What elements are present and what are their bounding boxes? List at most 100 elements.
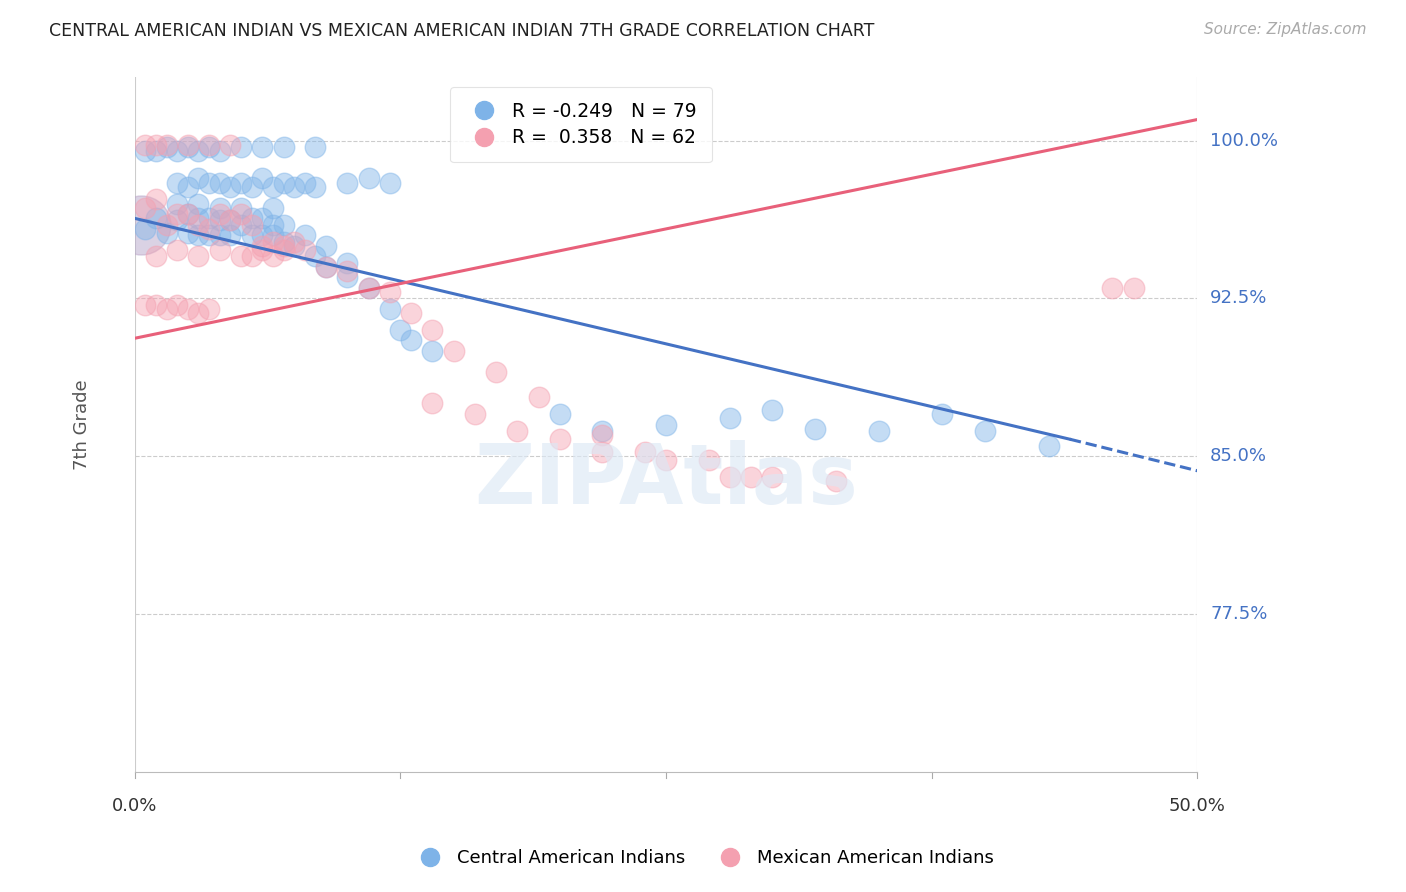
Point: [129, 218, 152, 232]
Point: [219, 213, 242, 227]
Point: [655, 453, 678, 467]
Point: [240, 228, 263, 243]
Legend: Central American Indians, Mexican American Indians: Central American Indians, Mexican Americ…: [405, 842, 1001, 874]
Point: [229, 207, 252, 221]
Point: [198, 211, 221, 226]
Point: [229, 140, 252, 154]
Point: [240, 211, 263, 226]
Point: [868, 424, 890, 438]
Point: [973, 424, 995, 438]
Point: [389, 323, 412, 337]
Text: 50.0%: 50.0%: [1168, 797, 1226, 814]
Point: [304, 179, 326, 194]
Point: [548, 407, 571, 421]
Point: [134, 137, 156, 152]
Point: [145, 193, 167, 207]
Point: [187, 144, 209, 158]
Point: [294, 176, 316, 190]
Point: [336, 270, 359, 285]
Text: 77.5%: 77.5%: [1211, 605, 1268, 623]
Point: [208, 201, 231, 215]
Point: [155, 137, 177, 152]
Point: [315, 238, 337, 252]
Point: [166, 144, 188, 158]
Point: [187, 218, 209, 232]
Point: [825, 475, 848, 489]
Point: [655, 417, 678, 432]
Text: ZIPAtlas: ZIPAtlas: [474, 440, 858, 521]
Point: [1101, 281, 1123, 295]
Point: [336, 176, 359, 190]
Point: [506, 424, 529, 438]
Point: [134, 201, 156, 215]
Point: [240, 179, 263, 194]
Point: [464, 407, 486, 421]
Point: [166, 297, 188, 311]
Point: [262, 218, 284, 232]
Point: [761, 470, 783, 484]
Legend: R = -0.249   N = 79, R =  0.358   N = 62: R = -0.249 N = 79, R = 0.358 N = 62: [450, 87, 711, 162]
Point: [229, 176, 252, 190]
Text: 92.5%: 92.5%: [1211, 289, 1268, 308]
Point: [177, 226, 200, 240]
Point: [304, 140, 326, 154]
Point: [485, 365, 508, 379]
Point: [357, 281, 380, 295]
Point: [740, 470, 762, 484]
Point: [177, 301, 200, 316]
Point: [399, 334, 422, 348]
Point: [420, 323, 443, 337]
Point: [198, 301, 221, 316]
Point: [134, 222, 156, 236]
Point: [591, 424, 613, 438]
Point: [229, 249, 252, 263]
Point: [357, 281, 380, 295]
Point: [262, 201, 284, 215]
Point: [273, 176, 295, 190]
Point: [304, 249, 326, 263]
Point: [252, 228, 274, 243]
Point: [166, 176, 188, 190]
Point: [177, 179, 200, 194]
Point: [718, 470, 741, 484]
Point: [315, 260, 337, 274]
Point: [294, 243, 316, 257]
Point: [145, 211, 167, 226]
Point: [1038, 438, 1060, 452]
Point: [262, 235, 284, 249]
Point: [294, 228, 316, 243]
Text: CENTRAL AMERICAN INDIAN VS MEXICAN AMERICAN INDIAN 7TH GRADE CORRELATION CHART: CENTRAL AMERICAN INDIAN VS MEXICAN AMERI…: [49, 22, 875, 40]
Point: [378, 301, 401, 316]
Point: [177, 207, 200, 221]
Point: [208, 228, 231, 243]
Point: [718, 411, 741, 425]
Point: [273, 140, 295, 154]
Point: [155, 301, 177, 316]
Point: [273, 238, 295, 252]
Point: [804, 422, 827, 436]
Point: [252, 171, 274, 186]
Point: [187, 196, 209, 211]
Point: [378, 176, 401, 190]
Point: [198, 137, 221, 152]
Point: [134, 144, 156, 158]
Point: [208, 176, 231, 190]
Point: [187, 171, 209, 186]
Point: [548, 432, 571, 446]
Point: [252, 243, 274, 257]
Point: [420, 396, 443, 410]
Point: [198, 222, 221, 236]
Point: [187, 211, 209, 226]
Point: [145, 297, 167, 311]
Point: [166, 213, 188, 227]
Point: [357, 171, 380, 186]
Point: [697, 453, 720, 467]
Point: [252, 211, 274, 226]
Point: [155, 226, 177, 240]
Point: [198, 176, 221, 190]
Point: [761, 402, 783, 417]
Text: 100.0%: 100.0%: [1211, 131, 1278, 150]
Point: [187, 306, 209, 320]
Point: [219, 179, 242, 194]
Point: [399, 306, 422, 320]
